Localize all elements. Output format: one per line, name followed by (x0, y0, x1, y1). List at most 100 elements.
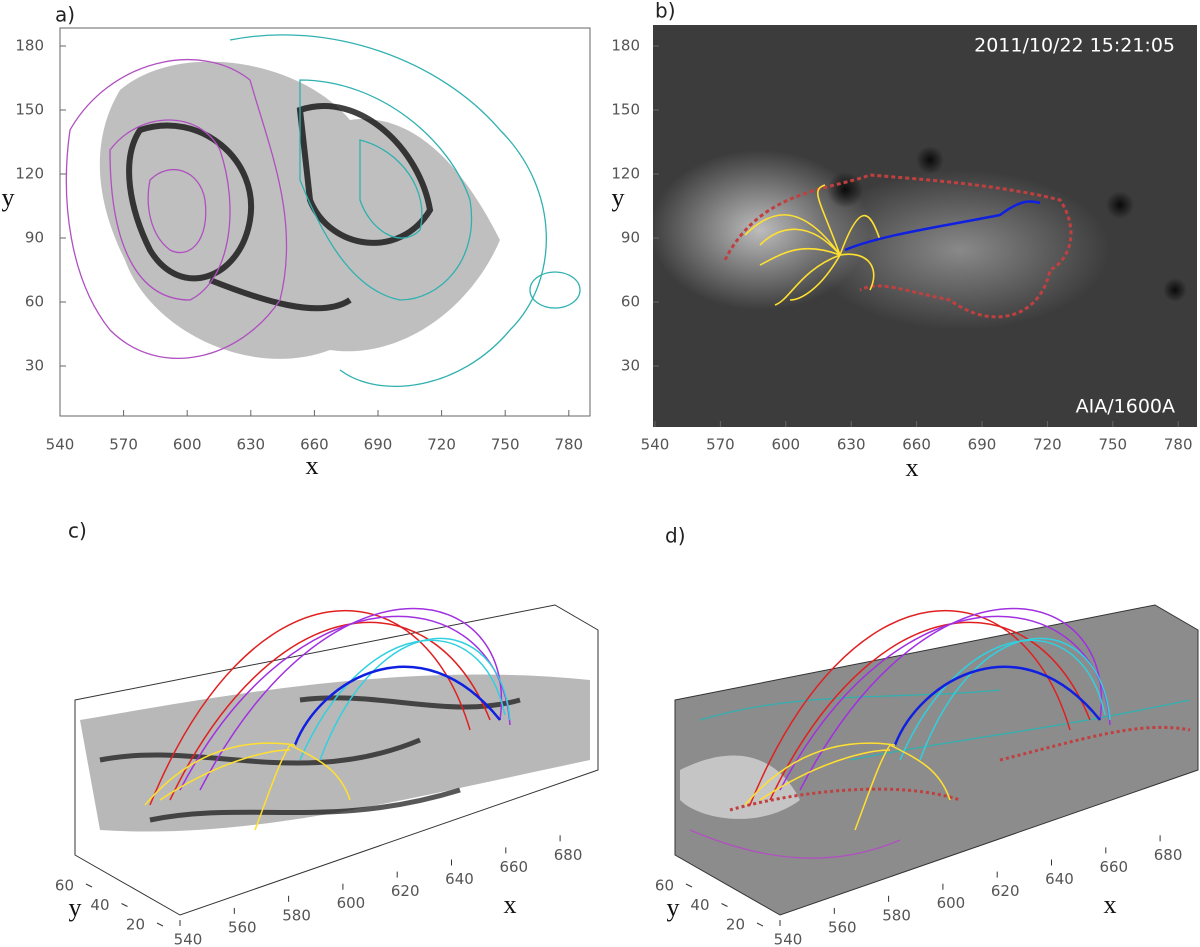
y-tick-label: 20 (126, 916, 145, 934)
y-tick (756, 922, 764, 927)
x-tick-label: 600 (337, 894, 366, 912)
x-tick-label: 720 (427, 436, 456, 454)
cyan-contours (699, 689, 1191, 761)
annotation: 2011/10/22 15:21:05 (974, 35, 1175, 57)
x-tick-label: 540 (641, 436, 670, 454)
x-tick-label: 630 (837, 436, 866, 454)
dark-features (126, 103, 434, 312)
y-axis-label: y (2, 183, 15, 212)
panel-label: b) (655, 0, 676, 23)
y-tick-label: 120 (15, 165, 44, 183)
x-tick-label: 640 (445, 870, 474, 888)
x-tick-label: 660 (1099, 858, 1128, 876)
x-tick-label: 750 (491, 436, 520, 454)
y-tick-label: 60 (655, 877, 674, 895)
x-tick-label: 690 (968, 436, 997, 454)
x-tick-label: 620 (391, 882, 420, 900)
sunspot (916, 146, 944, 174)
y-tick (121, 903, 128, 907)
yellow-field-lines (144, 742, 351, 831)
bright-region (680, 755, 800, 819)
x-axis-label: x (306, 451, 319, 480)
x-tick-label: 570 (706, 436, 735, 454)
y-axis-label: y (612, 183, 625, 212)
sunspot (1163, 278, 1187, 302)
field-loops (749, 607, 1111, 806)
y-tick-label: 60 (25, 293, 44, 311)
blue-field-line (844, 200, 1041, 252)
y-axis-label: y (69, 893, 82, 922)
y-tick-label: 180 (611, 37, 640, 55)
y-tick (156, 922, 164, 927)
x-tick-label: 780 (1164, 436, 1193, 454)
x-axis-label: x (504, 890, 517, 919)
panel: a) x y 540 570 600 630 660 690 720 750 780 180 150 120… (2, 3, 584, 480)
panel-d-image (674, 604, 1199, 916)
x-tick-label: 600 (937, 894, 966, 912)
red-contour (723, 173, 1073, 319)
x-tick-label: 680 (1154, 846, 1183, 864)
y-tick-label: 180 (15, 37, 44, 55)
panel: b) x y 540 570 600 630 660 690 720 750 780 180 150 120… (611, 0, 1192, 482)
x-tick-label: 660 (902, 436, 931, 454)
plage (810, 170, 1110, 330)
y-axis-label: y (667, 893, 680, 922)
cyan-contours (229, 34, 581, 387)
panel-label: d) (665, 524, 686, 548)
field-loops (149, 607, 511, 806)
x-tick-label: 660 (300, 436, 329, 454)
y-tick-label: 150 (611, 101, 640, 119)
x-axis-label: x (1104, 890, 1117, 919)
panel: d) x y 540 560 580 600 620 640 660 680 60 40 20 (655, 524, 1183, 947)
x-tick-label: 660 (499, 858, 528, 876)
x-tick-label: 580 (282, 906, 311, 924)
x-tick-label: 560 (228, 918, 257, 936)
y-tick-label: 60 (55, 877, 74, 895)
y-tick-label: 30 (25, 357, 44, 375)
x-tick-label: 640 (1045, 870, 1074, 888)
x-tick-label: 620 (991, 882, 1020, 900)
y-tick-label: 90 (25, 229, 44, 247)
y-tick-label: 150 (15, 101, 44, 119)
x-tick-label: 600 (173, 436, 202, 454)
x-tick-label: 600 (771, 436, 800, 454)
annotation: AIA/1600A (1076, 396, 1175, 418)
x-tick-label: 560 (828, 918, 857, 936)
magnetogram (80, 674, 590, 832)
y-tick-label: 40 (690, 896, 709, 914)
panel-b-image (650, 25, 1197, 427)
x-tick-label: 570 (109, 436, 138, 454)
y-tick-label: 40 (90, 896, 109, 914)
magenta-contours (689, 829, 901, 859)
y-tick (685, 883, 693, 888)
y-tick-label: 60 (621, 293, 640, 311)
magenta-contours (65, 59, 288, 359)
panel-label: a) (55, 3, 75, 27)
x-tick-label: 580 (882, 906, 911, 924)
panel-a-image (59, 27, 591, 417)
x-tick-label: 680 (554, 846, 583, 864)
x-tick-label: 780 (554, 436, 583, 454)
x-tick-label: 630 (236, 436, 265, 454)
x-axis-label: x (906, 453, 919, 482)
x-tick-label: 690 (364, 436, 393, 454)
red-contour (729, 725, 1191, 812)
x-tick-label: 720 (1033, 436, 1062, 454)
y-tick-label: 90 (621, 229, 640, 247)
y-tick-label: 120 (611, 165, 640, 183)
gray-region (99, 61, 500, 359)
plane (674, 604, 1199, 916)
panel-c-image (74, 604, 599, 916)
x-tick-label: 750 (1098, 436, 1127, 454)
y-tick (721, 903, 728, 907)
yellow-field-lines (744, 742, 951, 831)
x-tick-label: 540 (774, 931, 803, 947)
y-tick-label: 20 (726, 916, 745, 934)
x-tick-label: 540 (174, 931, 203, 947)
y-tick (85, 883, 93, 888)
x-tick-label: 540 (46, 436, 75, 454)
panel: c) x y 540 560 580 600 620 640 660 680 60 40 20 (55, 519, 583, 947)
panel-label: c) (68, 519, 87, 543)
y-tick-label: 30 (621, 357, 640, 375)
